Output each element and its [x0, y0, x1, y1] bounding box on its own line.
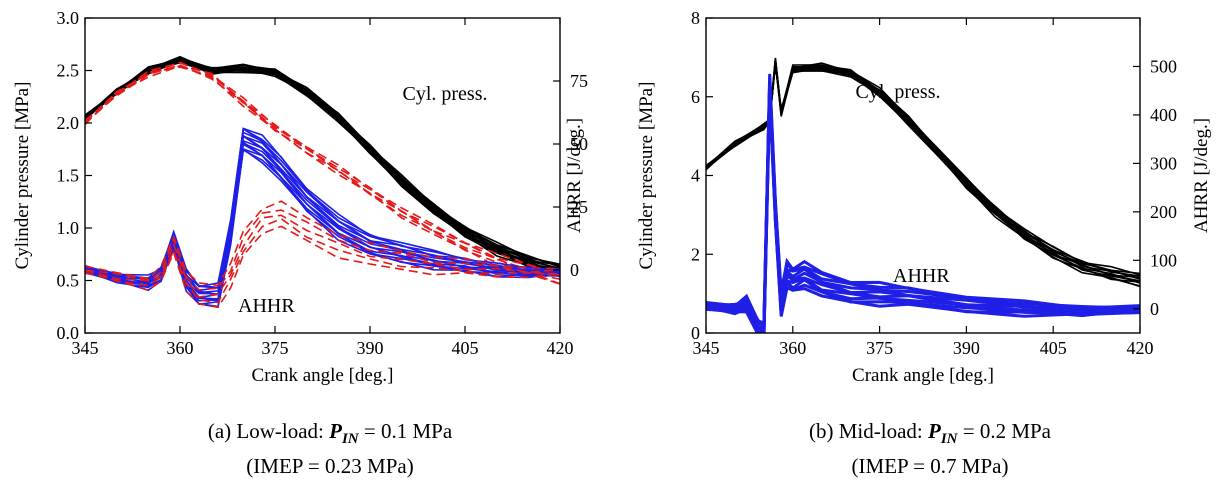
x-tick-label: 345 [693, 338, 720, 358]
annotation-ahhr: AHHR [893, 265, 950, 287]
y-right-axis-label: AHRR [J/deg.] [1191, 118, 1212, 233]
y-right-tick-label: 0 [1150, 299, 1159, 319]
y-left-tick-label: 6 [691, 87, 700, 107]
y-right-axis-label: AHRR [J/deg.] [564, 118, 585, 233]
annotation-ahhr: AHHR [238, 295, 295, 317]
chart-a-low-load: 345 360 375 390 405 420 0.0 0.5 1.0 1.5 2.0 2.5 3.0 0… [12, 8, 588, 386]
x-tick-label: 360 [779, 338, 806, 358]
chart-b-mid-load: 345 360 375 390 405 420 0 2 4 6 8 0 100 200 300 400 500 C… [636, 8, 1212, 386]
y-left-tick-label: 8 [691, 8, 700, 28]
x-tick-label: 405 [452, 338, 479, 358]
x-tick-label: 390 [357, 338, 384, 358]
x-axis-label: Crank angle [deg.] [252, 365, 394, 386]
caption-b: (b) Mid-load: PIN = 0.2 MPa (IMEP = 0.7 … [809, 419, 1051, 479]
series-blue-line-1-9 [706, 73, 1140, 325]
y-right-tick-label: 25 [570, 197, 588, 217]
series-group [85, 55, 560, 309]
y-right-tick-label: 100 [1150, 250, 1177, 270]
y-left-axis-label: Cylinder pressure [MPa] [12, 82, 33, 270]
y-left-tick-label: 0.5 [57, 271, 80, 291]
series-red-line-1-0 [85, 65, 560, 285]
x-tick-label: 405 [1040, 338, 1067, 358]
y-left-tick-label: 2 [691, 244, 700, 264]
series-red-line-1-4 [85, 61, 560, 277]
y-right-tick-label: 0 [570, 260, 579, 280]
caption-a: (a) Low-load: PIN = 0.1 MPa (IMEP = 0.23… [207, 419, 453, 479]
x-tick-label: 360 [167, 338, 194, 358]
y-right-tick-label: 75 [570, 71, 588, 91]
annotation-cyl-press: Cyl. press. [403, 83, 488, 105]
y-left-tick-label: 1.0 [57, 218, 80, 238]
y-left-tick-label: 4 [691, 166, 700, 186]
x-tick-label: 390 [953, 338, 980, 358]
x-tick-label: 420 [1127, 338, 1154, 358]
y-left-tick-label: 0 [691, 323, 700, 343]
series-red-line-3-2 [85, 214, 560, 298]
y-right-tick-label: 50 [570, 134, 588, 154]
series-red-line-1-5 [85, 61, 560, 276]
y-left-axis-label: Cylinder pressure [MPa] [636, 82, 657, 270]
y-right-tick-label: 400 [1150, 105, 1177, 125]
y-right-tick-label: 200 [1150, 202, 1177, 222]
y-left-tick-label: 3.0 [57, 8, 80, 28]
y-left-tick-label: 2.5 [57, 61, 80, 81]
series-red-line-3-0 [85, 225, 560, 309]
series-blue-line-1-2 [706, 90, 1140, 333]
y-right-tick-label: 300 [1150, 153, 1177, 173]
series-blue-line-2-13 [85, 127, 560, 288]
y-left-tick-label: 2.0 [57, 113, 80, 133]
x-tick-label: 375 [866, 338, 893, 358]
series-red-line-3-4 [85, 200, 560, 287]
x-tick-label: 345 [72, 338, 99, 358]
x-tick-label: 420 [547, 338, 574, 358]
series-red-line-3-1 [85, 217, 560, 304]
series-red-line-3-3 [85, 209, 560, 291]
series-black-line-0-13 [85, 58, 560, 265]
annotation-cyl-press: Cyl. press. [856, 81, 941, 103]
y-left-tick-label: 1.5 [57, 166, 80, 186]
y-right-tick-label: 500 [1150, 56, 1177, 76]
x-axis-label: Crank angle [deg.] [852, 365, 994, 386]
series-group [706, 57, 1140, 333]
x-tick-label: 375 [262, 338, 289, 358]
series-red-line-1-1 [85, 64, 560, 285]
y-left-tick-label: 0.0 [57, 323, 80, 343]
